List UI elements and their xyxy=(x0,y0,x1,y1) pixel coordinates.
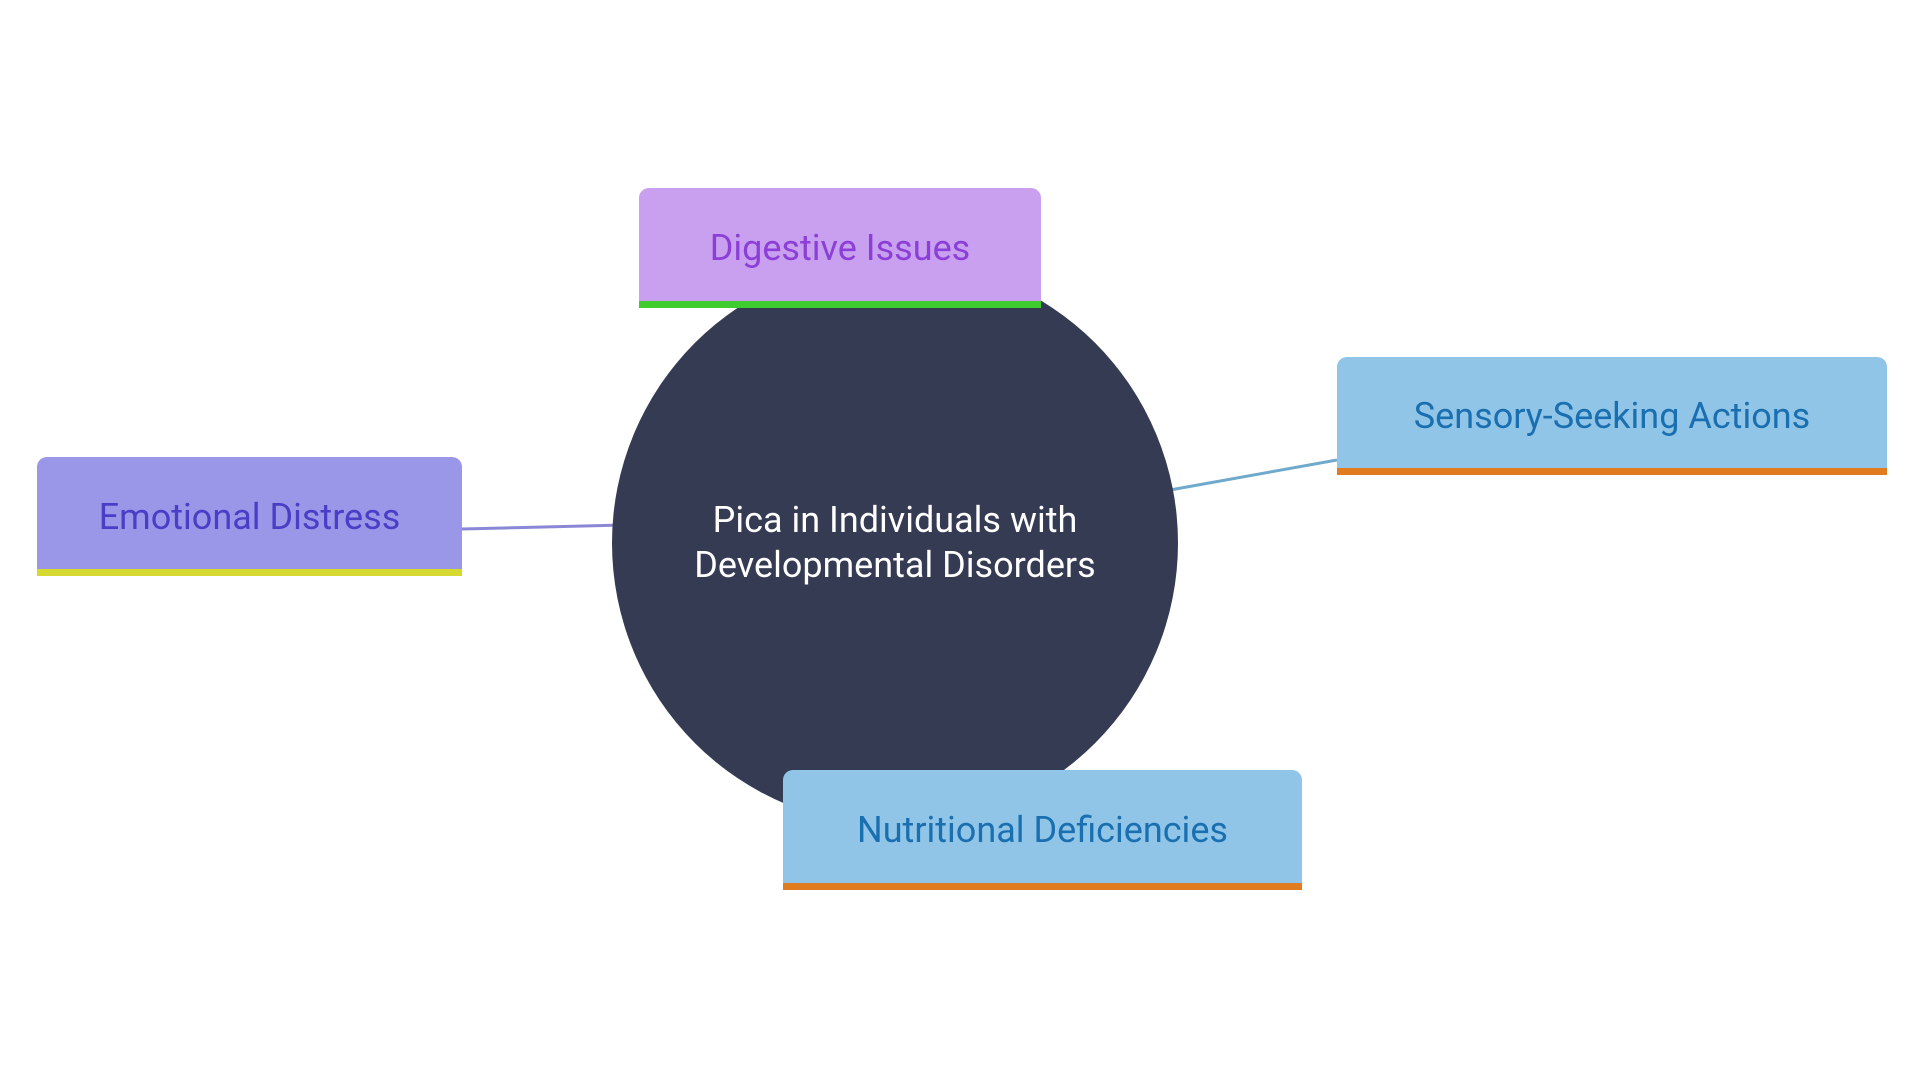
node-nutritional: Nutritional Deficiencies xyxy=(783,770,1302,890)
node-underline xyxy=(639,301,1041,308)
node-label: Sensory-Seeking Actions xyxy=(1414,395,1810,437)
edge xyxy=(1170,460,1337,490)
node-underline xyxy=(783,883,1302,890)
center-node: Pica in Individuals withDevelopmental Di… xyxy=(612,260,1178,826)
node-label: Emotional Distress xyxy=(99,496,401,538)
node-label: Nutritional Deficiencies xyxy=(857,809,1228,851)
node-emotional: Emotional Distress xyxy=(37,457,462,576)
diagram-canvas: Pica in Individuals withDevelopmental Di… xyxy=(0,0,1920,1080)
center-node-label: Pica in Individuals withDevelopmental Di… xyxy=(694,498,1095,588)
node-sensory: Sensory-Seeking Actions xyxy=(1337,357,1887,475)
node-underline xyxy=(1337,468,1887,475)
node-label: Digestive Issues xyxy=(710,227,971,269)
edge xyxy=(462,525,624,529)
node-underline xyxy=(37,569,462,576)
node-digestive: Digestive Issues xyxy=(639,188,1041,308)
